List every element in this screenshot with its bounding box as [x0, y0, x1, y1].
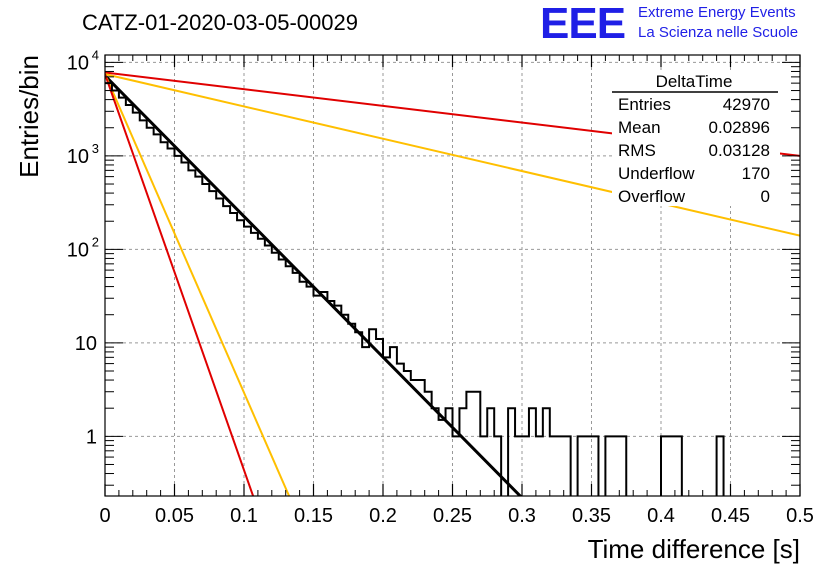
stats-label-underflow: Underflow	[618, 164, 695, 183]
logo-line-2: La Scienza nelle Scuole	[638, 24, 799, 41]
eee-logo-mark: EEE	[540, 0, 626, 48]
y-tick-label-exponent: 4	[92, 47, 99, 62]
y-tick-label: 10	[67, 146, 89, 168]
eee-logo: EEE Extreme Energy Events La Scienza nel…	[540, 2, 830, 46]
logo-line-1: Extreme Energy Events	[638, 4, 796, 21]
y-tick-label: 10	[67, 239, 89, 261]
x-tick-label: 0.5	[786, 505, 814, 527]
x-tick-labels: 0 0.05 0.1 0.15 0.2 0.25 0.3 0.35 0.4 0.45 0.5	[99, 505, 813, 527]
x-tick-label: 0.35	[572, 505, 611, 527]
x-tick-label: 0.05	[155, 505, 194, 527]
y-tick-label: 10	[67, 52, 89, 74]
page-title: CATZ-01-2020-03-05-00029	[82, 10, 358, 35]
x-tick-label: 0.2	[369, 505, 397, 527]
stats-label-rms: RMS	[618, 141, 656, 160]
y-axis-title: Entries/bin	[14, 55, 44, 178]
x-tick-label: 0	[99, 505, 110, 527]
stats-value-underflow: 170	[742, 164, 770, 183]
stats-value-mean: 0.02896	[709, 118, 770, 137]
x-tick-label: 0.1	[230, 505, 258, 527]
stats-title: DeltaTime	[656, 72, 733, 91]
x-tick-label: 0.3	[508, 505, 536, 527]
stats-label-mean: Mean	[618, 118, 661, 137]
axis-ticks	[104, 55, 801, 496]
reference-line	[105, 73, 291, 496]
stats-value-entries: 42970	[723, 95, 770, 114]
stats-label-overflow: Overflow	[618, 187, 686, 206]
reference-line	[105, 73, 255, 496]
x-axis-title: Time difference [s]	[588, 534, 800, 564]
histogram-bars	[105, 82, 725, 496]
stats-value-rms: 0.03128	[709, 141, 770, 160]
reference-line	[105, 73, 800, 237]
y-tick-label: 1	[86, 426, 97, 448]
y-tick-label-exponent: 3	[92, 141, 99, 156]
stats-label-entries: Entries	[618, 95, 671, 114]
stats-value-overflow: 0	[761, 187, 770, 206]
y-tick-label-exponent: 2	[92, 234, 99, 249]
y-tick-label: 10	[75, 333, 97, 355]
stats-box: DeltaTime Entries 42970 Mean 0.02896 RMS…	[612, 72, 780, 206]
x-tick-label: 0.4	[647, 505, 675, 527]
x-tick-label: 0.25	[433, 505, 472, 527]
x-tick-label: 0.45	[711, 505, 750, 527]
x-tick-label: 0.15	[294, 505, 333, 527]
